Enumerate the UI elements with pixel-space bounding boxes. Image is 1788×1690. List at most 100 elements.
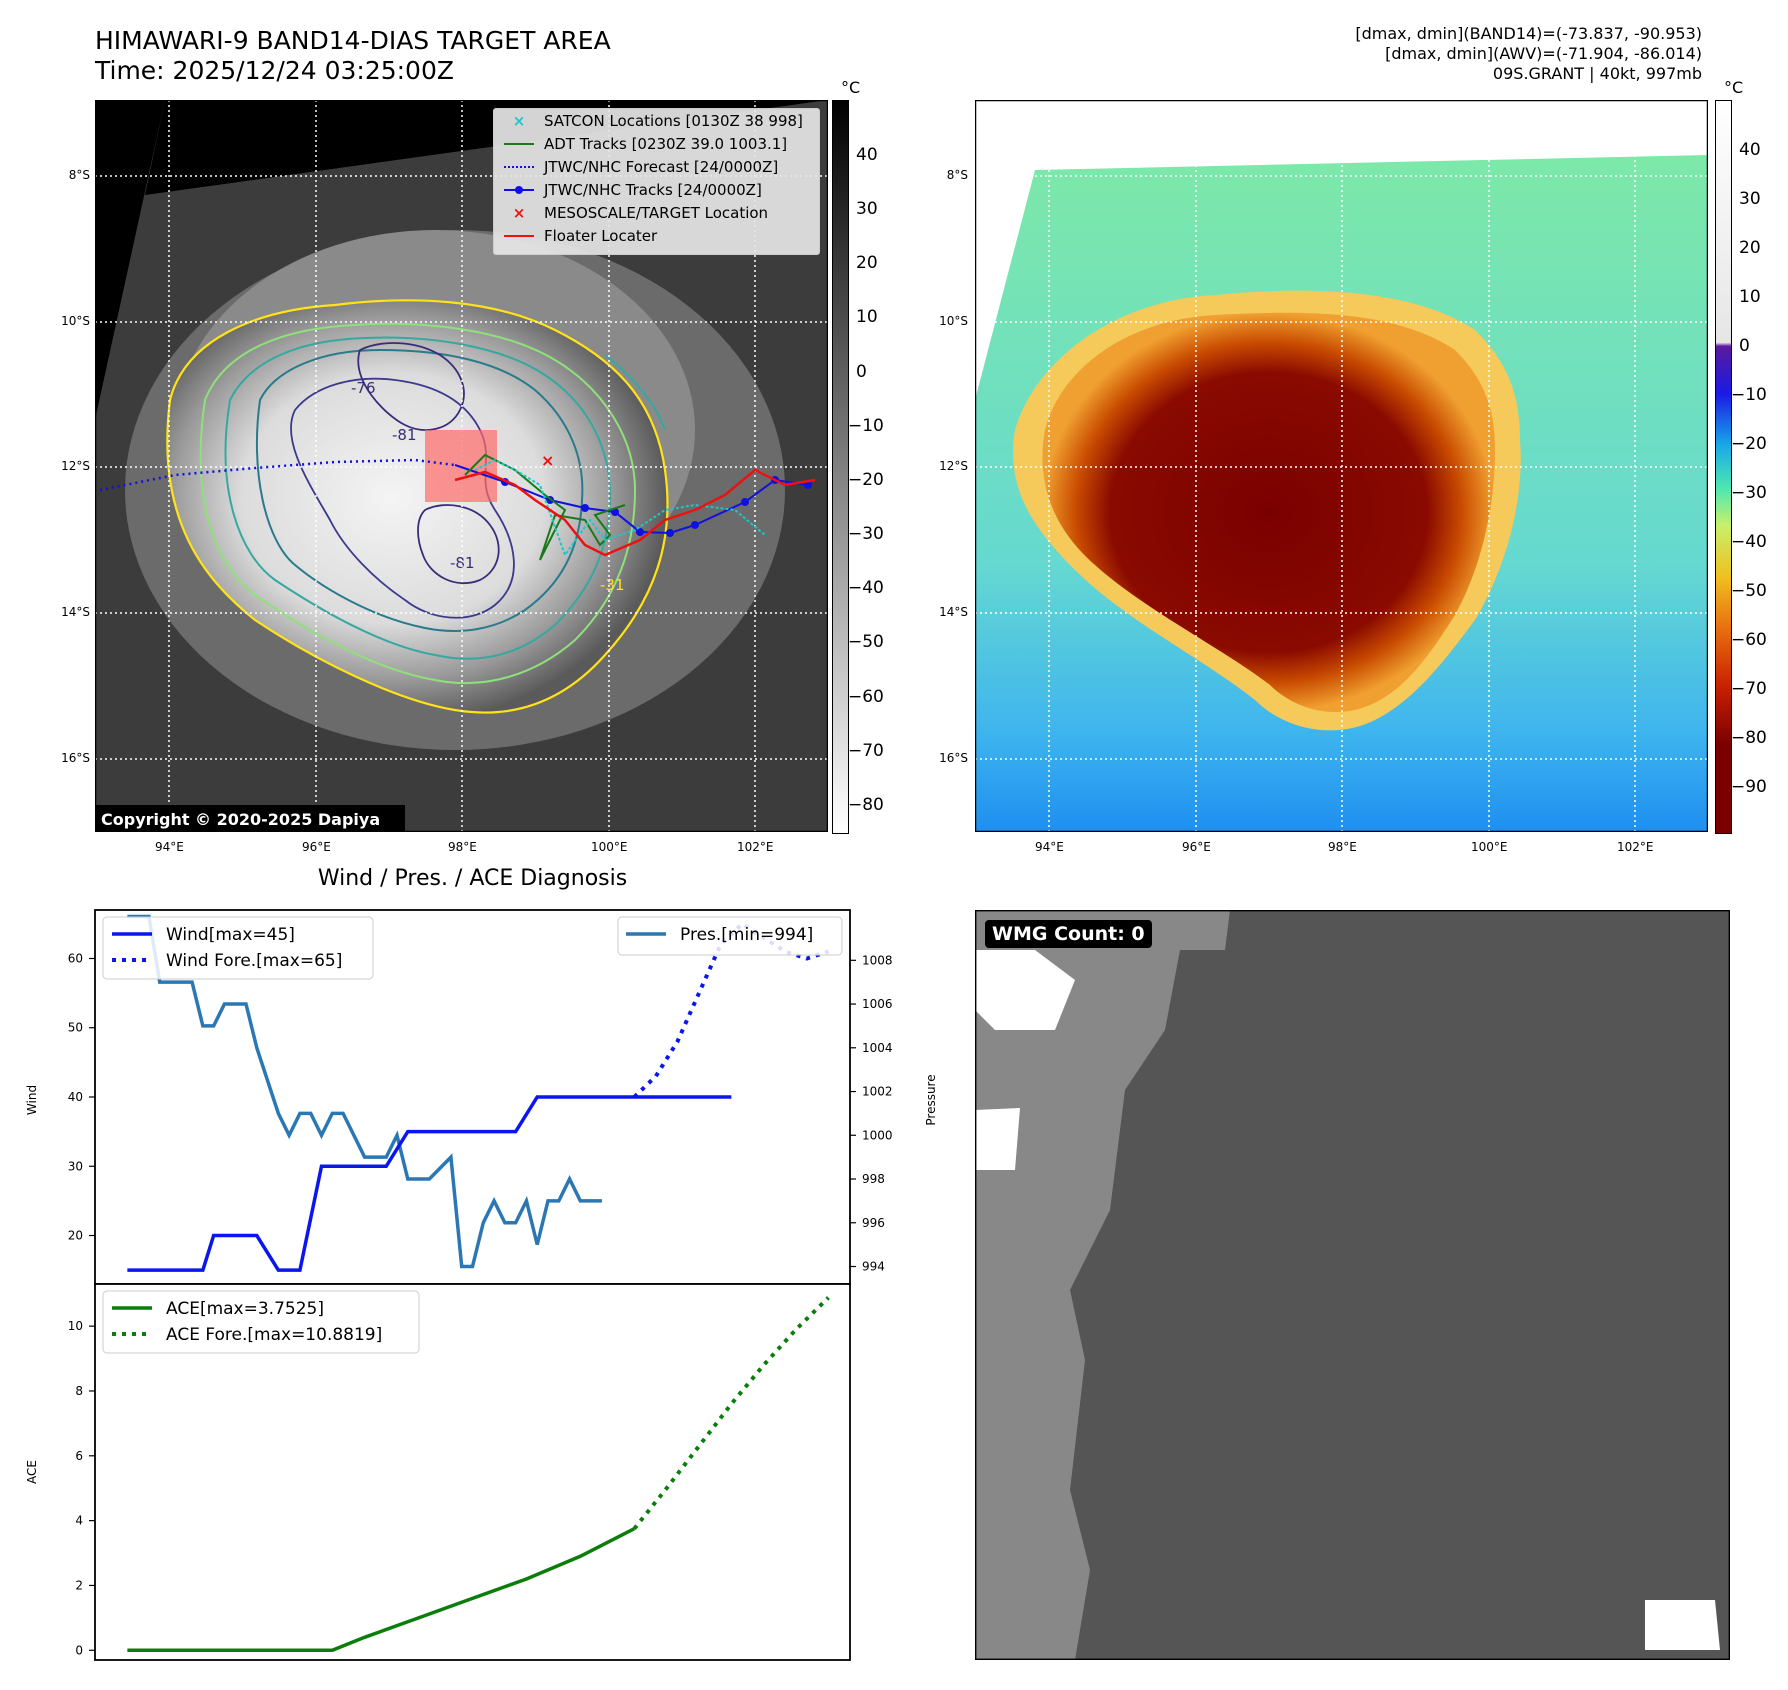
- lon-tick: 102°E: [737, 840, 774, 854]
- cbar-tick: −10: [848, 416, 884, 436]
- band14-colorbar-ticks: 40 30 20 10 0 −10 −20 −30 −40 −50 −60 −7…: [848, 100, 902, 832]
- legend-adt: ADT Tracks [0230Z 39.0 1003.1]: [504, 135, 787, 153]
- axis-tick-label: 1006: [862, 997, 893, 1011]
- pressure-axis-label: Pressure: [924, 1074, 938, 1125]
- cbar-tick: −30: [848, 524, 884, 544]
- diagnosis-title: Wind / Pres. / ACE Diagnosis: [317, 866, 628, 891]
- cbar-tick: 30: [856, 199, 878, 219]
- axis-tick-label: 50: [68, 1021, 83, 1035]
- cbar-tick: 20: [856, 253, 878, 273]
- satcon-x-icon: ×: [512, 112, 526, 130]
- cbar-tick: −20: [848, 470, 884, 490]
- lon-tick: 100°E: [1471, 840, 1508, 854]
- lat-tick: 14°S: [939, 605, 968, 619]
- contour-label: -81: [450, 554, 475, 572]
- cbar-tick: −80: [1731, 728, 1767, 748]
- pressure-series-line: [127, 914, 602, 1269]
- lon-tick: 102°E: [1617, 840, 1654, 854]
- awv-map: [975, 100, 1708, 832]
- floater-track: [454, 468, 816, 557]
- title-text: HIMAWARI-9 BAND14-DIAS TARGET AREA: [95, 26, 611, 55]
- cbar-tick: −90: [1731, 777, 1767, 797]
- cbar-tick: −20: [1731, 434, 1767, 454]
- figure-title: HIMAWARI-9 BAND14-DIAS TARGET AREA Time:…: [95, 26, 611, 86]
- band14-colorbar: [832, 100, 849, 834]
- info-block: [dmax, dmin](BAND14)=(-73.837, -90.953) …: [1355, 24, 1702, 84]
- info-band14: [dmax, dmin](BAND14)=(-73.837, -90.953): [1355, 24, 1702, 43]
- map-lat-labels: 8°S 10°S 12°S 14°S 16°S: [50, 100, 90, 832]
- pressure-legend: Pres.[min=994]: [617, 916, 843, 956]
- axis-tick-label: 1000: [862, 1128, 893, 1142]
- cbar-tick: 40: [1739, 140, 1761, 160]
- cbar-tick: 30: [1739, 189, 1761, 209]
- wind-axis-label: Wind: [25, 1085, 39, 1115]
- mesoscale-target-marker: ×: [541, 451, 554, 470]
- axis-tick-label: 998: [862, 1172, 885, 1186]
- cbar-tick: −80: [848, 795, 884, 815]
- ace-axis-label: ACE: [25, 1460, 39, 1484]
- lon-tick: 94°E: [155, 840, 184, 854]
- axis-tick-label: 994: [862, 1260, 885, 1274]
- axis-tick-label: 30: [68, 1159, 83, 1173]
- lat-tick: 10°S: [939, 314, 968, 328]
- cbar-tick: −60: [1731, 630, 1767, 650]
- legend-satcon: × SATCON Locations [0130Z 38 998]: [504, 112, 803, 130]
- info-storm: 09S.GRANT | 40kt, 997mb: [1492, 64, 1702, 83]
- awv-colorbar-ticks: 40 30 20 10 0 −10 −20 −30 −40 −50 −60 −7…: [1731, 100, 1787, 832]
- axis-tick-label: 8: [75, 1384, 83, 1398]
- gridlines: [975, 100, 1708, 832]
- contour-label: -81: [392, 426, 417, 444]
- adt-line-icon: [504, 143, 534, 145]
- axis-tick-label: 10: [68, 1319, 83, 1333]
- mesoscale-x-icon: ×: [512, 204, 526, 222]
- axis-tick-label: 1002: [862, 1085, 893, 1099]
- lat-tick: 12°S: [61, 459, 90, 473]
- wind-axis-ticks: 20 30 40 50 60: [68, 951, 95, 1243]
- lat-tick: 8°S: [68, 168, 90, 182]
- axis-tick-label: 1004: [862, 1041, 893, 1055]
- contour-label: -31: [600, 576, 625, 594]
- pressure-axis-ticks: 994 996 998 1000 1002 1004 1006 1008: [850, 953, 893, 1274]
- legend-floater: Floater Locater: [504, 227, 657, 245]
- lon-tick: 96°E: [1182, 840, 1211, 854]
- cbar-tick: 40: [856, 145, 878, 165]
- axis-tick-label: 1008: [862, 953, 893, 967]
- track-line-dot-icon: [504, 186, 534, 194]
- legend-wind: Wind[max=45]: [166, 925, 295, 945]
- wmg-white-patch: [1645, 1600, 1720, 1650]
- axis-tick-label: 40: [68, 1090, 83, 1104]
- cbar-tick: −30: [1731, 483, 1767, 503]
- lon-tick: 96°E: [302, 840, 331, 854]
- legend-pressure: Pres.[min=994]: [680, 925, 813, 945]
- cbar-tick: −60: [848, 687, 884, 707]
- copyright-box: [95, 805, 405, 832]
- ace-legend: ACE[max=3.7525] ACE Fore.[max=10.8819]: [102, 1290, 420, 1354]
- legend-ace-fore: ACE Fore.[max=10.8819]: [166, 1325, 382, 1345]
- floater-line-icon: [504, 235, 534, 237]
- cbar-tick: 10: [1739, 287, 1761, 307]
- axis-tick-label: 60: [68, 951, 83, 965]
- wmg-dark-region: [1070, 910, 1730, 1660]
- map-lon-labels: 94°E 96°E 98°E 100°E 102°E: [95, 840, 828, 860]
- cbar-tick: −70: [848, 741, 884, 761]
- cbar-tick: 0: [856, 362, 867, 382]
- adt-track: [464, 453, 626, 561]
- wmg-panel: [975, 910, 1730, 1660]
- wmg-white-patch: [975, 950, 1075, 1030]
- diagnosis-chart: 20 30 40 50 60 994 996 998 1000 1002 1004 1006 1008…: [25, 909, 938, 1661]
- awv-lon-labels: 94°E 96°E 98°E 100°E 102°E: [975, 840, 1708, 860]
- axis-tick-label: 996: [862, 1216, 885, 1230]
- cbar-tick: −10: [1731, 385, 1767, 405]
- wmg-count-badge: WMG Count: 0: [985, 920, 1152, 948]
- awv-storm-core: [1042, 312, 1495, 713]
- ace-axis-ticks: 0 2 4 6 8 10: [68, 1319, 95, 1657]
- cbar-tick: 20: [1739, 238, 1761, 258]
- axis-tick-label: 2: [75, 1578, 83, 1592]
- cbar-tick: −70: [1731, 679, 1767, 699]
- lat-tick: 10°S: [61, 314, 90, 328]
- cbar-tick: −50: [848, 632, 884, 652]
- contour-label: -76: [351, 379, 376, 397]
- axis-tick-label: 20: [68, 1229, 83, 1243]
- legend-jtwc-forecast: JTWC/NHC Forecast [24/0000Z]: [504, 158, 778, 176]
- awv-colorbar: [1715, 100, 1732, 834]
